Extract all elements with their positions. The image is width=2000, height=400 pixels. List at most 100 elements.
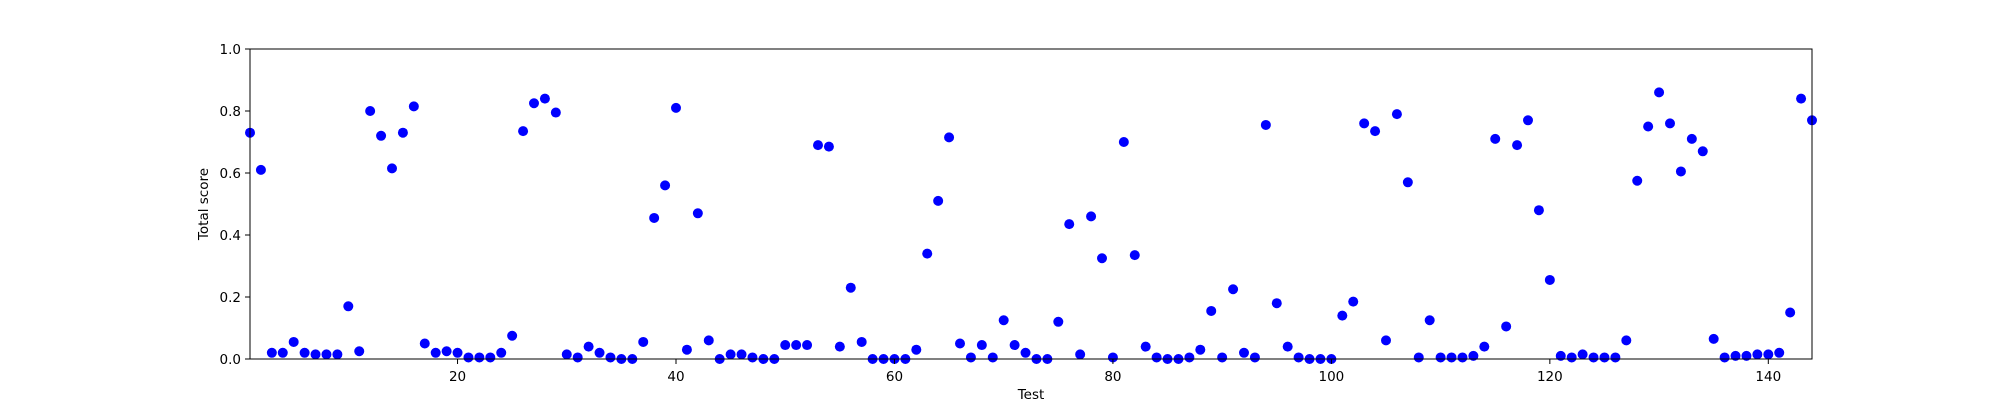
data-point — [856, 336, 867, 347]
data-point — [791, 340, 802, 351]
data-point — [1719, 352, 1730, 363]
y-tick-label: 0.4 — [220, 228, 241, 244]
data-point — [1752, 349, 1763, 360]
y-tick-label: 0.2 — [220, 290, 241, 306]
data-point — [1228, 284, 1239, 295]
data-point — [518, 126, 529, 137]
data-point — [1129, 250, 1140, 261]
data-point — [638, 336, 649, 347]
x-tick-label: 80 — [1104, 369, 1121, 385]
y-tick-label: 0.8 — [220, 104, 241, 120]
data-point — [1610, 352, 1621, 363]
data-point — [1501, 321, 1512, 332]
data-point — [1643, 121, 1654, 132]
data-point — [1249, 352, 1260, 363]
data-point — [550, 107, 561, 118]
y-tick-label: 0.0 — [220, 352, 241, 368]
data-point — [1239, 347, 1249, 358]
data-point — [987, 352, 998, 363]
data-point — [1544, 274, 1555, 285]
data-point — [1763, 349, 1774, 360]
x-axis-ticks: 20 40 60 80 100 120 140 — [449, 359, 1781, 385]
data-point — [1370, 126, 1381, 137]
data-point — [834, 341, 845, 352]
data-point — [397, 127, 408, 138]
data-point — [1381, 335, 1391, 346]
data-point — [310, 349, 321, 360]
data-point — [441, 346, 452, 357]
y-axis-label: Total score — [196, 168, 212, 241]
data-point — [1107, 352, 1118, 363]
data-point — [408, 101, 419, 112]
data-point — [1424, 315, 1435, 326]
data-point — [802, 340, 813, 351]
data-point — [692, 208, 703, 219]
data-point — [1457, 352, 1468, 363]
data-point — [660, 180, 671, 191]
data-point — [1282, 341, 1293, 352]
data-point — [572, 352, 583, 363]
data-point — [1533, 205, 1544, 216]
data-point — [1140, 341, 1151, 352]
data-point — [1195, 344, 1206, 355]
data-point — [681, 344, 692, 355]
data-point — [365, 106, 376, 116]
data-point — [922, 248, 933, 259]
data-point — [299, 347, 310, 358]
data-point — [1632, 175, 1643, 186]
data-point — [583, 341, 594, 352]
data-point — [1785, 307, 1796, 318]
data-point — [539, 93, 550, 104]
data-point — [321, 349, 332, 360]
data-point — [845, 282, 856, 293]
data-point — [354, 346, 365, 357]
data-point — [1359, 118, 1370, 129]
x-tick-label: 40 — [667, 369, 684, 385]
data-point — [1468, 350, 1479, 361]
data-point — [649, 212, 660, 223]
data-point — [1413, 352, 1424, 363]
data-point — [430, 347, 441, 358]
data-point — [965, 352, 976, 363]
data-point — [1566, 352, 1577, 363]
data-point — [474, 352, 485, 363]
data-point — [1523, 115, 1533, 126]
data-point — [1184, 352, 1195, 363]
data-point — [1555, 350, 1566, 361]
data-point — [1293, 352, 1304, 363]
data-point — [998, 315, 1009, 326]
data-point — [933, 195, 944, 206]
data-point — [266, 347, 277, 358]
data-point — [955, 338, 965, 349]
data-point — [387, 163, 397, 174]
data-point — [332, 349, 343, 360]
data-point — [1730, 350, 1741, 361]
data-point — [1577, 349, 1588, 360]
data-point — [1675, 166, 1686, 177]
data-point — [1599, 352, 1610, 363]
data-point — [1271, 298, 1282, 309]
data-point — [277, 347, 288, 358]
y-tick-label: 1.0 — [220, 42, 241, 58]
data-point — [1479, 341, 1490, 352]
data-point — [507, 330, 518, 341]
data-point — [376, 130, 387, 141]
data-point — [419, 338, 430, 349]
data-point — [529, 98, 539, 109]
data-point — [813, 140, 823, 151]
data-point — [485, 352, 496, 363]
data-point — [496, 347, 507, 358]
data-point — [343, 301, 354, 312]
data-point — [1654, 87, 1665, 98]
data-point — [1774, 347, 1785, 358]
data-point — [561, 349, 572, 360]
data-point — [1118, 137, 1129, 147]
data-point — [944, 132, 955, 143]
y-tick-label: 0.6 — [220, 166, 241, 182]
data-point — [911, 344, 922, 355]
data-point — [1151, 352, 1162, 363]
data-point — [255, 164, 266, 175]
x-tick-label: 100 — [1318, 369, 1344, 385]
data-point — [1621, 335, 1632, 346]
